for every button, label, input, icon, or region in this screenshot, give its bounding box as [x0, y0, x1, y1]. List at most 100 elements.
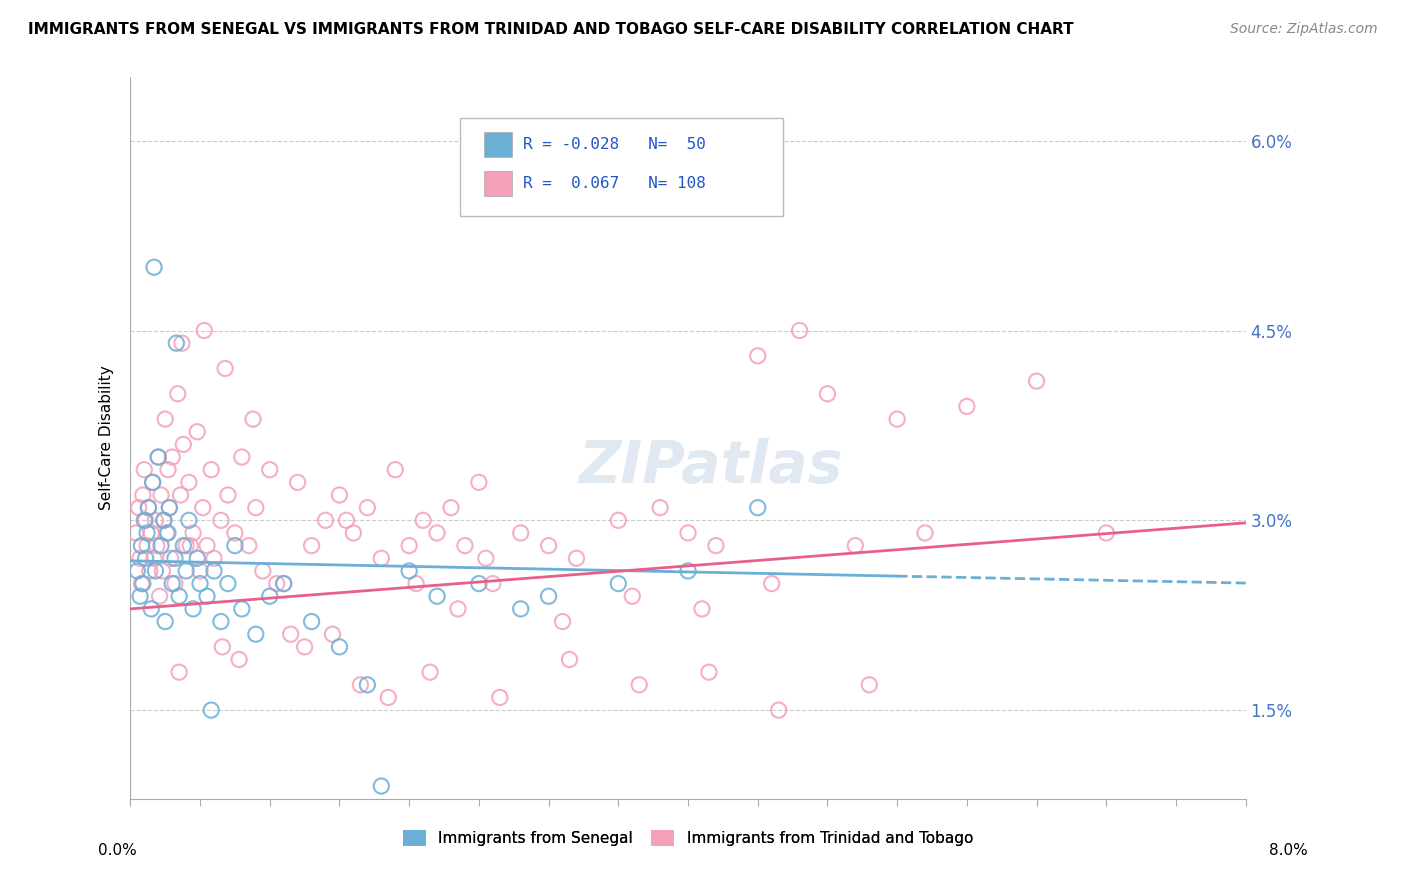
- Point: [191, 500, 214, 515]
- Point: [202, 564, 225, 578]
- Point: [356, 500, 378, 515]
- Point: [817, 386, 839, 401]
- Point: [135, 551, 157, 566]
- Point: [697, 665, 720, 680]
- Point: [217, 576, 239, 591]
- Point: [321, 627, 343, 641]
- Point: [138, 500, 160, 515]
- Point: [209, 513, 232, 527]
- Point: [177, 475, 200, 490]
- Point: [384, 463, 406, 477]
- Point: [245, 627, 267, 641]
- Point: [231, 602, 253, 616]
- Point: [160, 450, 183, 464]
- Point: [167, 665, 190, 680]
- Point: [844, 539, 866, 553]
- Point: [129, 589, 152, 603]
- Point: [143, 260, 166, 275]
- Text: R = -0.028   N=  50: R = -0.028 N= 50: [523, 137, 706, 153]
- Point: [128, 500, 150, 515]
- Point: [537, 589, 560, 603]
- Point: [273, 576, 295, 591]
- Point: [273, 576, 295, 591]
- Point: [398, 564, 420, 578]
- Point: [405, 576, 427, 591]
- Point: [454, 539, 477, 553]
- Point: [172, 539, 194, 553]
- Point: [134, 513, 156, 527]
- Point: [509, 525, 531, 540]
- Point: [537, 539, 560, 553]
- Point: [266, 576, 288, 591]
- Point: [200, 703, 222, 717]
- Point: [177, 513, 200, 527]
- Point: [676, 525, 699, 540]
- Point: [145, 513, 167, 527]
- Point: [377, 690, 399, 705]
- Point: [129, 551, 152, 566]
- Point: [440, 500, 463, 515]
- Point: [181, 525, 204, 540]
- Point: [150, 488, 173, 502]
- Point: [676, 564, 699, 578]
- Point: [242, 412, 264, 426]
- Point: [231, 450, 253, 464]
- Point: [157, 500, 180, 515]
- Point: [356, 678, 378, 692]
- Point: [328, 640, 350, 654]
- Point: [141, 602, 163, 616]
- Point: [1025, 374, 1047, 388]
- Point: [148, 450, 170, 464]
- Point: [621, 589, 644, 603]
- Point: [315, 513, 337, 527]
- Text: 0.0%: 0.0%: [98, 843, 138, 858]
- Point: [188, 576, 211, 591]
- Point: [551, 615, 574, 629]
- Point: [152, 513, 174, 527]
- Point: [607, 513, 630, 527]
- Point: [136, 525, 159, 540]
- Point: [280, 627, 302, 641]
- Point: [426, 589, 449, 603]
- Point: [259, 589, 281, 603]
- Point: [153, 412, 176, 426]
- Point: [482, 576, 505, 591]
- Point: [131, 539, 153, 553]
- Point: [186, 551, 208, 566]
- Point: [142, 475, 165, 490]
- Point: [150, 539, 173, 553]
- Point: [152, 513, 174, 527]
- Point: [135, 513, 157, 527]
- Point: [141, 525, 163, 540]
- Point: [148, 450, 170, 464]
- Point: [768, 703, 790, 717]
- Point: [252, 564, 274, 578]
- Legend: Immigrants from Senegal, Immigrants from Trinidad and Tobago: Immigrants from Senegal, Immigrants from…: [396, 824, 979, 853]
- Point: [426, 525, 449, 540]
- Point: [412, 513, 434, 527]
- Point: [607, 576, 630, 591]
- Point: [149, 589, 172, 603]
- Point: [170, 336, 193, 351]
- Point: [165, 336, 187, 351]
- Point: [134, 463, 156, 477]
- Point: [238, 539, 260, 553]
- Point: [195, 589, 218, 603]
- Text: R =  0.067   N= 108: R = 0.067 N= 108: [523, 177, 706, 192]
- Point: [747, 349, 769, 363]
- Text: 8.0%: 8.0%: [1268, 843, 1308, 858]
- Point: [152, 564, 174, 578]
- Point: [146, 539, 169, 553]
- Point: [287, 475, 309, 490]
- Point: [370, 779, 392, 793]
- Point: [761, 576, 783, 591]
- Point: [156, 525, 179, 540]
- Point: [200, 463, 222, 477]
- Point: [157, 500, 180, 515]
- Point: [217, 488, 239, 502]
- Point: [1095, 525, 1118, 540]
- Point: [342, 525, 364, 540]
- Point: [956, 400, 979, 414]
- Point: [163, 551, 186, 566]
- Point: [858, 678, 880, 692]
